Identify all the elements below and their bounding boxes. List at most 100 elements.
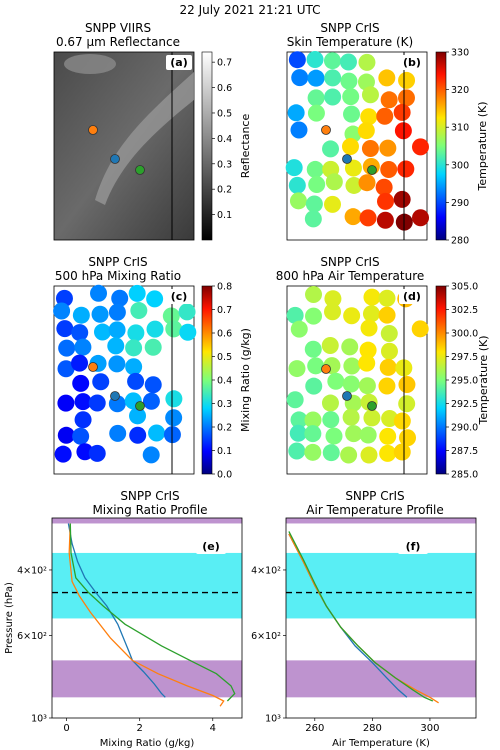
footprint-dot: [290, 320, 308, 338]
y-axis-label: Pressure (hPa): [4, 582, 15, 654]
footprint-dot: [288, 360, 306, 378]
marker-orange: [321, 364, 331, 374]
panel-c: SNPP CrIS 500 hPa Mixing Ratio (c) 0.00.…: [53, 255, 252, 481]
footprint-dot: [72, 306, 90, 324]
footprint-dot: [360, 108, 378, 126]
panel-d-colorbar-label: Temperature (K): [477, 336, 490, 426]
footprint-dot: [345, 176, 363, 194]
footprint-dot: [394, 122, 412, 140]
footprint-dot: [111, 289, 129, 307]
footprint-dot: [288, 51, 306, 69]
colorbar-tick-label: 300.0: [451, 329, 478, 340]
footprint-dot: [88, 394, 106, 412]
footprint-dot: [306, 50, 324, 68]
panel-c-tag: (c): [171, 290, 188, 303]
footprint-dot: [379, 139, 397, 157]
footprint-dot: [322, 140, 340, 158]
marker-blue: [110, 154, 120, 164]
colorbar-tick-label: 0.8: [217, 282, 232, 293]
colorbar-tick-label: 280: [451, 236, 469, 247]
marker-green: [367, 401, 377, 411]
footprint-dot: [327, 372, 345, 390]
colorbar-tick-label: 287.5: [451, 446, 478, 457]
footprint-dot: [324, 303, 342, 321]
profile-line: [67, 523, 166, 698]
footprint-dot: [321, 394, 339, 412]
footprint-dot: [379, 427, 397, 445]
colorbar-tick-label: 297.5: [451, 352, 478, 363]
marker-blue: [342, 391, 352, 401]
y-tick-label: 10³: [265, 714, 281, 725]
colorbar-tick-label: 0.7: [217, 58, 232, 69]
panel-d-footprints: [286, 286, 429, 464]
footprint-dot: [142, 446, 160, 464]
footprint-dot: [358, 53, 376, 71]
footprint-dot: [377, 192, 395, 210]
plot-frame: [285, 517, 477, 719]
colorbar-tick-label: 290: [451, 198, 469, 209]
panel-a-smoke-plume: [95, 72, 194, 205]
marker-blue: [110, 391, 120, 401]
profile-line: [68, 523, 225, 707]
footprint-dot: [146, 290, 164, 308]
colorbar-tick-label: 0.1: [217, 446, 232, 457]
footprint-dot: [343, 105, 361, 123]
footprint-dot: [321, 337, 339, 355]
footprint-dot: [343, 307, 361, 325]
panel-d-tag: (d): [403, 290, 421, 303]
panel-a-bright-patch: [64, 54, 116, 74]
footprint-dot: [398, 71, 416, 89]
footprint-dot: [179, 323, 197, 341]
footprint-dot: [165, 409, 183, 427]
footprint-dot: [324, 290, 342, 308]
footprint-dot: [344, 159, 362, 177]
footprint-dot: [359, 426, 377, 444]
footprint-dot: [91, 305, 109, 323]
colorbar-tick-label: 0.2: [217, 423, 232, 434]
colorbar-tick-label: 0.7: [217, 305, 232, 316]
footprint-dot: [287, 104, 305, 122]
footprint-dot: [307, 69, 325, 87]
footprint-dot: [165, 390, 183, 408]
x-axis-label: Mixing Ratio (g/kg): [100, 738, 195, 749]
pressure-band: [52, 552, 242, 619]
footprint-dot: [340, 446, 358, 464]
panel-b-colorbar-label: Temperature (K): [476, 102, 489, 192]
footprint-dot: [305, 286, 323, 304]
colorbar-tick-label: 285.0: [451, 470, 478, 481]
footprint-dot: [393, 412, 411, 430]
footprint-dot: [324, 195, 342, 213]
footprint-dot: [359, 341, 377, 359]
marker-orange: [88, 125, 98, 135]
footprint-dot: [357, 122, 375, 140]
panel-c-footprints: [53, 284, 197, 464]
footprint-dot: [379, 444, 397, 462]
pressure-band: [286, 660, 476, 698]
footprint-dot: [127, 324, 145, 342]
footprint-dot: [376, 211, 394, 229]
footprint-dot: [93, 323, 111, 341]
colorbar-tick-label: 305.0: [451, 282, 478, 293]
footprint-dot: [322, 411, 340, 429]
panel-b-title-1: SNPP CrIS: [320, 21, 379, 35]
panel-d-title-1: SNPP CrIS: [320, 255, 379, 269]
footprint-dot: [359, 209, 377, 227]
footprint-dot: [71, 324, 89, 342]
footprint-dot: [57, 426, 75, 444]
footprint-dot: [307, 89, 325, 107]
footprint-dot: [286, 306, 304, 324]
panel-e-title-1: SNPP CrIS: [120, 489, 179, 503]
profile-line: [288, 531, 434, 702]
figure-title: 22 July 2021 21:21 UTC: [179, 3, 320, 17]
footprint-dot: [307, 104, 325, 122]
colorbar-tick-label: 320: [451, 85, 469, 96]
footprint-dot: [58, 339, 76, 357]
footprint-dot: [127, 372, 145, 390]
footprint-dot: [305, 377, 323, 395]
colorbar-tick-label: 0.6: [217, 83, 232, 94]
y-tick-label: 6×10²: [251, 631, 281, 642]
panel-c-title-1: SNPP CrIS: [88, 255, 147, 269]
panel-a-tag-box: [166, 55, 192, 70]
footprint-dot: [339, 53, 357, 71]
panel-d: SNPP CrIS 800 hPa Air Temperature (d) 28…: [276, 255, 490, 481]
